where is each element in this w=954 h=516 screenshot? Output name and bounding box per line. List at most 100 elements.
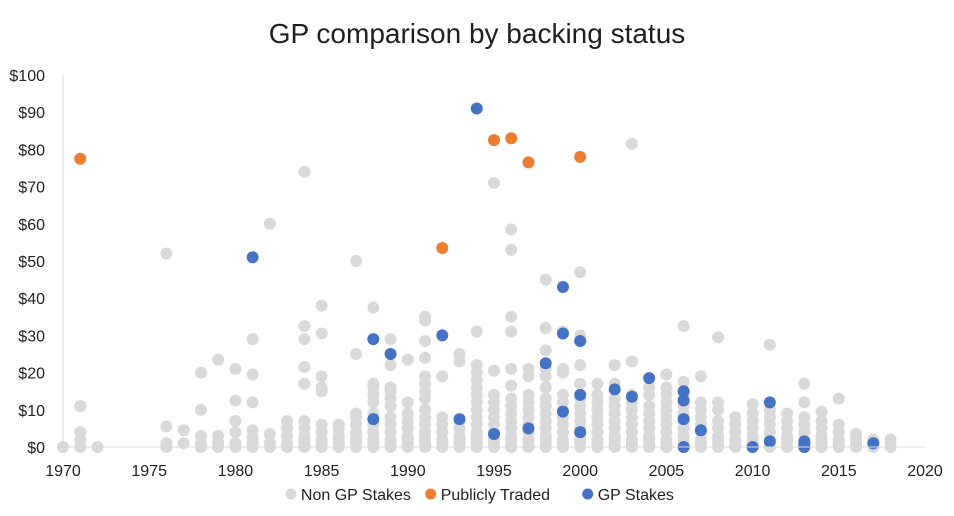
legend-marker [582, 488, 594, 500]
data-point [505, 310, 518, 323]
x-tick-label: 1990 [390, 463, 426, 480]
data-point [574, 266, 587, 279]
data-point [643, 372, 656, 385]
data-point [384, 381, 397, 394]
data-point [419, 334, 432, 347]
data-point [436, 370, 449, 383]
data-point [74, 426, 87, 439]
data-point [246, 396, 259, 409]
data-point [677, 394, 690, 407]
data-point [419, 310, 432, 323]
data-point [436, 411, 449, 424]
data-point [177, 437, 190, 450]
data-point [574, 388, 587, 401]
data-point [367, 301, 380, 314]
data-point [798, 435, 811, 448]
x-tick-label: 2005 [649, 463, 685, 480]
y-tick-label: $30 [18, 328, 45, 345]
data-point [763, 338, 776, 351]
data-point [315, 299, 328, 312]
y-tick-label: $50 [18, 254, 45, 271]
y-tick-label: $40 [18, 291, 45, 308]
data-point [522, 422, 535, 435]
series-1 [74, 132, 587, 254]
data-point [729, 411, 742, 424]
data-point [556, 362, 569, 375]
data-point [591, 388, 604, 401]
data-point [453, 348, 466, 360]
legend-marker [425, 488, 437, 500]
data-point [246, 424, 259, 437]
data-point [815, 405, 828, 418]
data-point [350, 407, 363, 420]
data-point [539, 273, 552, 286]
data-point [539, 392, 552, 405]
data-point [367, 413, 380, 426]
y-tick-label: $20 [18, 366, 45, 383]
legend-item: Non GP Stakes [285, 487, 411, 504]
data-point [798, 411, 811, 424]
data-point [229, 394, 242, 407]
data-point [608, 392, 621, 405]
data-point [160, 420, 173, 433]
data-point [419, 370, 432, 383]
data-point [263, 437, 276, 450]
data-point [677, 413, 690, 426]
data-point [488, 388, 500, 401]
data-point [315, 418, 328, 431]
data-point [712, 396, 725, 409]
x-tick-label: 1985 [304, 463, 340, 480]
legend-item: Publicly Traded [425, 487, 550, 504]
data-point [229, 414, 242, 427]
data-point [574, 426, 587, 439]
data-point [298, 377, 311, 390]
data-point [608, 359, 621, 372]
data-point [505, 362, 518, 375]
data-point [332, 418, 345, 431]
data-point [505, 132, 518, 145]
data-point [246, 333, 259, 346]
data-point [539, 357, 552, 370]
data-point [367, 333, 380, 346]
data-point [470, 359, 483, 372]
data-point [677, 375, 690, 388]
data-point [298, 361, 311, 374]
data-point [488, 427, 500, 440]
data-point [315, 381, 328, 394]
data-point [453, 413, 466, 426]
data-point [712, 414, 725, 427]
x-tick-label: 1970 [45, 463, 81, 480]
data-point [556, 388, 569, 401]
y-tick-label: $70 [18, 180, 45, 197]
data-point [505, 325, 518, 338]
data-point [798, 377, 811, 390]
data-point [505, 379, 518, 392]
data-point [643, 400, 656, 413]
data-point [505, 223, 518, 236]
data-point [505, 392, 518, 405]
data-point [488, 176, 500, 189]
data-point [625, 390, 638, 403]
x-tick-label: 1975 [131, 463, 167, 480]
data-point [229, 362, 242, 375]
data-point [350, 255, 363, 267]
data-point [160, 247, 173, 260]
data-point [798, 396, 811, 409]
data-point [694, 396, 707, 409]
y-tick-label: $80 [18, 142, 45, 159]
data-point [384, 333, 397, 346]
data-point [539, 381, 552, 394]
data-point [522, 388, 535, 401]
data-point [625, 137, 638, 150]
data-point [384, 411, 397, 424]
data-point [315, 327, 328, 340]
legend-label: Publicly Traded [441, 487, 550, 504]
legend-label: Non GP Stakes [301, 487, 411, 504]
data-point [746, 407, 759, 420]
data-point [194, 403, 207, 416]
data-point [591, 377, 604, 390]
data-point [556, 405, 569, 418]
legend-label: GP Stakes [598, 487, 674, 504]
data-point [229, 437, 242, 450]
